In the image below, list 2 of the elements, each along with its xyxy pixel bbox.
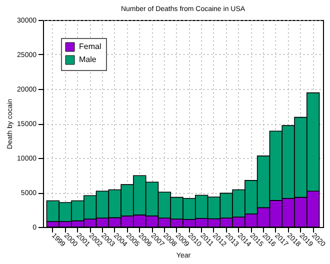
legend-label: Femal — [79, 42, 102, 51]
legend-label: Male — [79, 55, 97, 64]
